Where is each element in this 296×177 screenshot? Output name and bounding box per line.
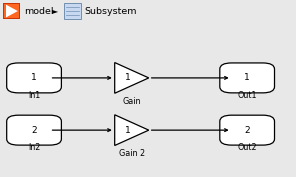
Text: Gain: Gain bbox=[123, 97, 141, 106]
Text: ►: ► bbox=[52, 7, 58, 16]
FancyBboxPatch shape bbox=[3, 3, 20, 19]
Text: In2: In2 bbox=[28, 143, 40, 152]
Text: 1: 1 bbox=[126, 73, 131, 82]
Polygon shape bbox=[115, 115, 149, 145]
Polygon shape bbox=[115, 62, 149, 93]
Text: Subsystem: Subsystem bbox=[85, 7, 137, 16]
Text: model: model bbox=[24, 7, 53, 16]
FancyBboxPatch shape bbox=[7, 63, 61, 93]
Text: 1: 1 bbox=[31, 73, 37, 82]
Text: 2: 2 bbox=[31, 126, 37, 135]
FancyBboxPatch shape bbox=[220, 115, 274, 145]
Text: 2: 2 bbox=[244, 126, 250, 135]
Text: Out2: Out2 bbox=[237, 143, 257, 152]
FancyBboxPatch shape bbox=[64, 3, 81, 19]
FancyBboxPatch shape bbox=[7, 115, 61, 145]
Text: 1: 1 bbox=[244, 73, 250, 82]
FancyBboxPatch shape bbox=[220, 63, 274, 93]
Text: In1: In1 bbox=[28, 91, 40, 100]
Text: Gain 2: Gain 2 bbox=[119, 149, 145, 158]
FancyBboxPatch shape bbox=[4, 4, 19, 18]
Text: Out1: Out1 bbox=[237, 91, 257, 100]
Polygon shape bbox=[6, 5, 18, 18]
Text: 1: 1 bbox=[126, 126, 131, 135]
